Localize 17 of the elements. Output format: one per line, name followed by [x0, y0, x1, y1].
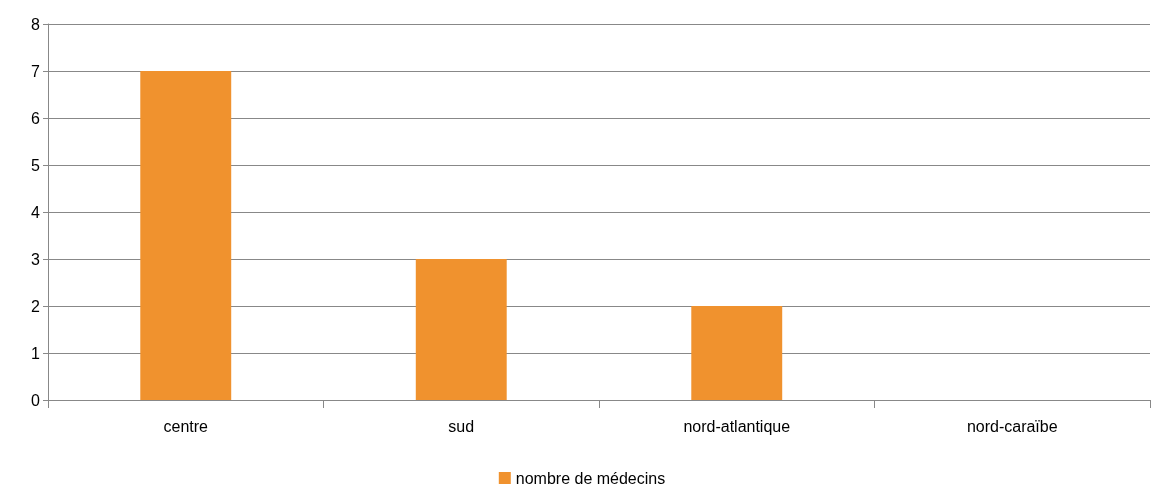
y-tick-label: 2: [31, 297, 41, 315]
bar: [140, 71, 232, 400]
legend-label: nombre de médecins: [515, 469, 666, 487]
y-tick-label: 8: [31, 15, 41, 33]
y-tick-label: 7: [31, 62, 41, 80]
y-tick-label: 0: [31, 391, 41, 409]
x-tick-label: sud: [448, 417, 475, 435]
x-tick-label: nord-caraïbe: [966, 417, 1058, 435]
y-tick-label: 5: [31, 156, 41, 174]
bar: [415, 259, 507, 400]
bar: [691, 306, 783, 400]
x-tick-label: nord-atlantique: [683, 417, 791, 435]
y-tick-label: 6: [31, 109, 41, 127]
y-tick-label: 3: [31, 250, 41, 268]
x-tick-label: centre: [163, 417, 209, 435]
y-tick-label: 4: [31, 203, 41, 221]
y-tick-label: 1: [31, 344, 41, 362]
